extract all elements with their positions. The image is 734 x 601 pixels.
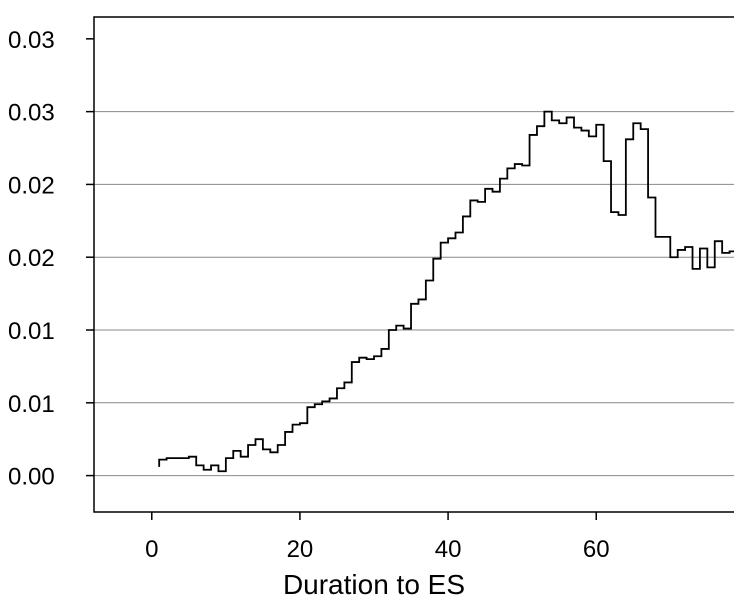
- x-tick-label: 60: [583, 536, 610, 563]
- x-tick-label: 20: [287, 536, 314, 563]
- y-tick-label: 0.03: [8, 27, 55, 54]
- x-axis: 0 20 40 60: [145, 512, 610, 563]
- plot-area: [158, 110, 734, 473]
- y-tick-label: 0.00: [8, 464, 55, 491]
- gridlines: [94, 111, 734, 477]
- y-tick-label: 0.02: [8, 245, 55, 272]
- x-axis-title: Duration to ES: [283, 569, 465, 600]
- series-line: [158, 110, 734, 473]
- axis-frame: [93, 16, 734, 513]
- y-tick-label: 0.01: [8, 318, 55, 345]
- y-axis: 0.00 0.01 0.01 0.02 0.02 0.03 0.03: [8, 27, 94, 491]
- y-tick-label: 0.03: [8, 100, 55, 127]
- y-tick-label: 0.02: [8, 172, 55, 199]
- y-tick-label: 0.01: [8, 391, 55, 418]
- x-tick-label: 40: [435, 536, 462, 563]
- x-tick-label: 0: [145, 536, 158, 563]
